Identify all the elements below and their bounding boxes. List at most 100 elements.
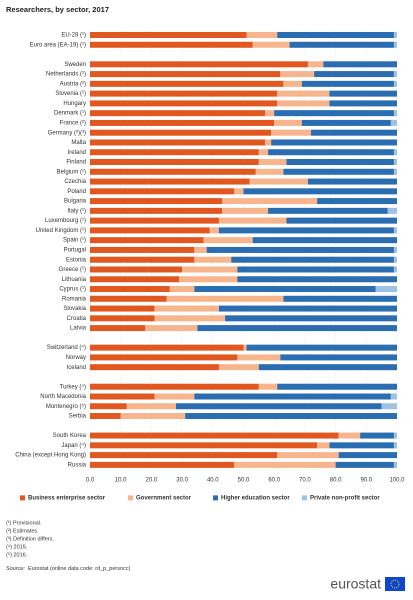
bar-segment — [393, 32, 397, 38]
eu-flag — [385, 577, 405, 591]
bar-segment — [393, 71, 397, 78]
bar-segment — [90, 217, 219, 224]
bar-segment — [90, 32, 247, 38]
x-tick-label: 0.0 — [86, 477, 95, 483]
bar-segment — [274, 119, 302, 126]
y-tick-label: Euro area (EA-19) (¹) — [30, 42, 86, 48]
bar-segment — [274, 110, 394, 117]
bar-segment — [222, 198, 318, 205]
bar-segment — [393, 442, 397, 449]
bar-segment — [166, 295, 284, 302]
bar-segment — [393, 80, 397, 87]
legend-swatch — [213, 495, 218, 501]
x-tick-label: 40.0 — [207, 477, 219, 483]
bar-segment — [255, 168, 284, 175]
bar-segment — [90, 246, 195, 253]
bar-segment — [90, 41, 253, 48]
bar-segment — [194, 393, 391, 400]
y-tick-label: Slovenia (¹) — [55, 91, 86, 97]
source-text: Eurostat (online data code: rd_p_persocc… — [28, 566, 131, 572]
chart-title: Researchers, by sector, 2017 — [6, 5, 109, 14]
bar-segment — [249, 178, 308, 185]
bar-segment — [90, 403, 127, 410]
y-tick-label: Malta — [71, 140, 86, 146]
y-tick-label: EU-28 (¹) — [61, 33, 86, 39]
y-tick-label: Ireland — [68, 150, 86, 156]
bar-segment — [90, 207, 223, 214]
footnote: (³) Definition differs. — [6, 536, 54, 542]
y-tick-label: United Kingdom (¹) — [36, 228, 86, 234]
y-tick-label: Belgium (¹) — [57, 169, 86, 175]
legend-label: Government sector — [136, 495, 192, 501]
legend-label: Higher education sector — [221, 495, 290, 501]
bar-segment — [234, 188, 244, 195]
bar-segment — [393, 432, 397, 439]
bar-segment — [90, 452, 278, 459]
bar-segment — [120, 413, 186, 420]
bar-segment — [289, 41, 394, 48]
bar-segment — [154, 315, 226, 322]
bar-segment — [317, 198, 397, 205]
y-tick-label: Estonia — [66, 257, 87, 263]
bar-segment — [283, 168, 394, 175]
y-tick-label: Slovakia — [63, 306, 86, 312]
bar-segment — [360, 432, 394, 439]
bar-segment — [271, 129, 312, 136]
y-tick-label: Switzerland (⁴) — [47, 344, 86, 351]
legend-swatch — [302, 495, 307, 501]
y-tick-label: Spain (¹) — [63, 238, 86, 244]
bar-segment — [393, 256, 397, 263]
bar-segment — [90, 139, 265, 146]
bar-segment — [225, 315, 397, 322]
y-tick-label: Romania — [62, 296, 87, 302]
bar-segment — [258, 149, 269, 156]
bar-segment — [286, 217, 397, 224]
y-tick-label: Latvia — [70, 326, 87, 332]
source: Source: Eurostat (online data code: rd_p_… — [6, 566, 131, 572]
bar-segment — [393, 159, 397, 166]
bar-segment — [90, 178, 250, 185]
legend-label: Private non-profit sector — [310, 495, 380, 501]
footnote: (⁴) 2015. — [6, 543, 28, 550]
bar-segment — [90, 119, 275, 126]
bar-segment — [277, 383, 397, 390]
bar-segment — [268, 207, 388, 214]
bar-segment — [329, 442, 394, 449]
bar-segment — [175, 403, 382, 410]
bar-segment — [154, 305, 219, 312]
bar-segment — [197, 325, 397, 332]
y-tick-label: Italy (¹) — [67, 208, 86, 214]
x-tick-label: 30.0 — [176, 477, 188, 483]
bar-segment — [203, 237, 253, 244]
bar-segment — [90, 393, 155, 400]
x-tick-label: 80.0 — [330, 477, 342, 483]
legend-swatch — [128, 495, 133, 501]
y-tick-label: Turkey (⁴) — [60, 383, 86, 390]
bar-segment — [90, 159, 259, 166]
bar-segment — [252, 237, 397, 244]
bar-segment — [90, 100, 278, 107]
bar-segment — [90, 344, 244, 351]
y-tick-label: China (except Hong Kong) — [15, 453, 86, 459]
bar-segment — [393, 168, 397, 175]
bar-segment — [264, 139, 272, 146]
bar-segment — [90, 354, 238, 361]
bar-segment — [243, 344, 247, 351]
bar-segment — [90, 71, 281, 78]
bar-segment — [90, 286, 170, 293]
footnote: (²) Estimates. — [6, 528, 39, 534]
bar-segment — [222, 207, 269, 214]
bar-segment — [329, 100, 397, 107]
bar-segment — [393, 41, 397, 48]
bar-segment — [90, 325, 146, 332]
bar-segment — [277, 452, 339, 459]
bar-segment — [90, 90, 278, 97]
bar-segment — [90, 237, 204, 244]
bar-segment — [145, 325, 198, 332]
bar-segment — [283, 295, 397, 302]
bar-segment — [90, 227, 210, 234]
x-tick-label: 70.0 — [299, 477, 311, 483]
bar-segment — [246, 344, 397, 351]
bar-segment — [393, 266, 397, 273]
